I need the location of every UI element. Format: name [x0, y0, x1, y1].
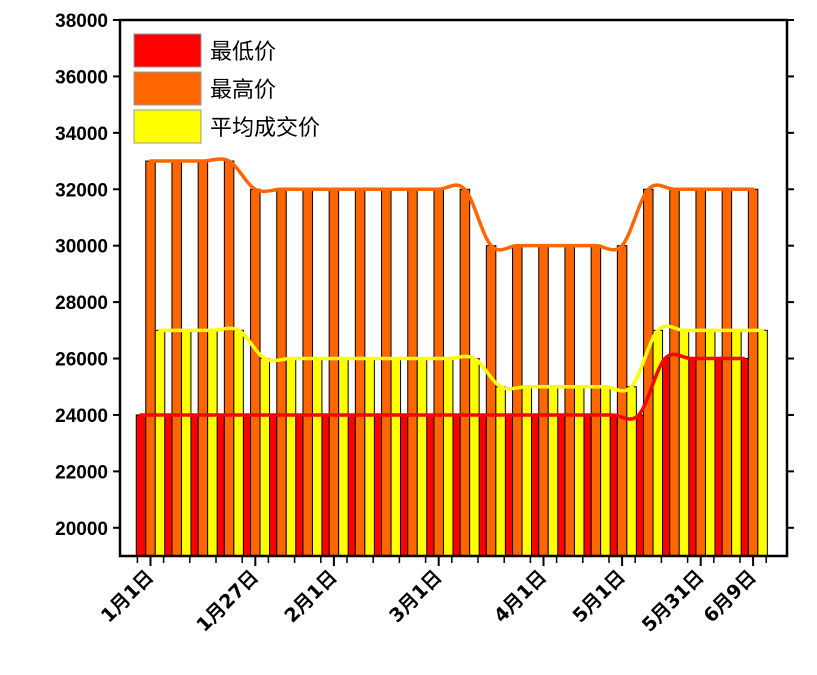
lines-layer [139, 157, 765, 421]
x-tick-label-4: 3月1日 [385, 566, 446, 627]
bar-3-16 [547, 386, 559, 557]
bar-3-15 [521, 386, 533, 557]
y-tick-label-7: 32000 [55, 180, 108, 201]
bar-3-12 [442, 358, 454, 557]
bar-3-7 [311, 358, 323, 557]
x-tick-label-1: 1月1日 [97, 566, 158, 627]
x-tick-label-7: 5月31日 [638, 566, 708, 636]
y-tick-label-10: 38000 [55, 11, 108, 32]
bar-2-12 [433, 188, 444, 557]
y-tick-label-4: 26000 [55, 350, 108, 371]
bar-3-24 [757, 329, 768, 557]
bar-2-16 [538, 245, 549, 557]
bar-2-18 [590, 245, 602, 557]
bar-2-15 [512, 245, 523, 557]
bar-3-5 [259, 358, 271, 557]
bar-2-23 [721, 188, 733, 557]
plot-frame [118, 18, 789, 558]
bar-3-21 [678, 329, 690, 557]
x-tick-label-5: 4月1日 [490, 566, 551, 627]
bar-3-2 [180, 329, 192, 557]
bar-2-14 [485, 245, 497, 557]
bar-3-4 [233, 329, 244, 557]
series-line-2 [148, 157, 755, 252]
bar-2-17 [564, 245, 575, 557]
bar-2-11 [407, 188, 418, 557]
bar-3-11 [416, 358, 428, 557]
bar-3-6 [285, 358, 297, 557]
bar-3-22 [704, 329, 716, 557]
bar-2-1 [145, 160, 156, 557]
legend-label-1: 最低价 [210, 40, 276, 65]
series-line-1 [139, 352, 746, 421]
bar-2-6 [276, 188, 287, 557]
bar-2-8 [328, 188, 340, 557]
bar-3-13 [469, 358, 480, 557]
bar-2-13 [459, 188, 471, 557]
bar-3-14 [495, 386, 506, 557]
legend-label-2: 最高价 [210, 78, 276, 103]
x-tick-label-6: 5月1日 [569, 566, 630, 627]
x-tick-label-3: 2月1日 [280, 566, 341, 627]
bar-3-10 [390, 358, 402, 557]
bar-2-20 [643, 188, 654, 557]
x-tick-label-2: 1月27日 [192, 566, 262, 636]
bar-3-9 [364, 358, 375, 557]
bar-2-4 [223, 160, 235, 557]
y-tick-label-3: 24000 [55, 406, 108, 427]
bar-3-23 [731, 329, 742, 557]
legend-label-3: 平均成交价 [210, 116, 320, 141]
bar-2-9 [354, 188, 366, 557]
bar-2-3 [197, 160, 209, 557]
bar-3-8 [338, 358, 349, 557]
bar-2-24 [747, 188, 759, 557]
y-axis: 20000 22000 24000 26000 28000 30000 32000 34000… [55, 11, 794, 540]
bar-2-2 [171, 160, 182, 557]
bars-layer [135, 160, 768, 557]
bar-3-17 [573, 386, 585, 557]
y-tick-label-5: 28000 [55, 293, 108, 314]
bar-2-21 [669, 188, 680, 557]
bar-2-22 [695, 188, 706, 557]
y-tick-label-8: 34000 [55, 124, 108, 145]
bar-1-1 [135, 414, 147, 557]
y-tick-label-9: 36000 [55, 67, 108, 88]
bar-2-7 [302, 188, 313, 557]
x-tick-label-8: 6月9日 [700, 566, 761, 627]
y-tick-label-2: 22000 [55, 462, 108, 483]
bar-3-18 [600, 386, 611, 557]
bar-3-1 [154, 329, 166, 557]
bar-3-3 [207, 329, 218, 557]
bar-2-19 [616, 245, 628, 557]
bar-2-10 [381, 188, 392, 557]
bar-3-19 [626, 386, 637, 557]
legend-swatch-2 [133, 71, 202, 106]
bar-2-5 [250, 188, 261, 557]
series-line-3 [158, 324, 765, 393]
legend-swatch-3 [133, 109, 202, 144]
y-tick-label-6: 30000 [55, 237, 108, 258]
legend-swatch-1 [133, 33, 202, 68]
y-tick-label-1: 20000 [55, 519, 108, 540]
